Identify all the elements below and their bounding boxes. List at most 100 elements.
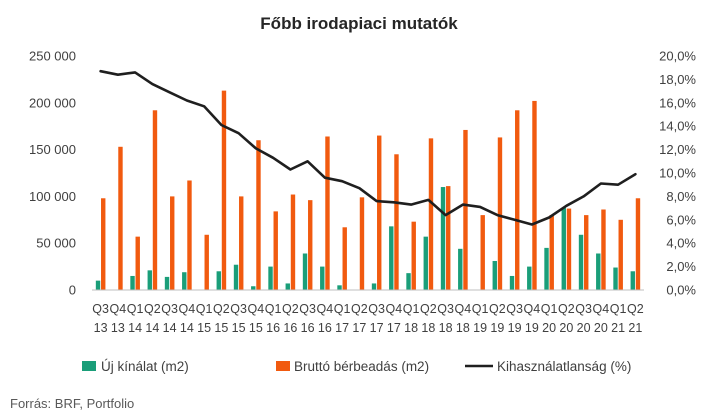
y-right-tick-label: 4,0% [666,236,696,251]
bar-gross-take-up [256,140,261,290]
bar-gross-take-up [549,215,554,290]
bar-gross-take-up [101,198,106,290]
bar-gross-take-up [308,200,313,290]
bar-new-supply [302,253,308,290]
bar-new-supply [544,247,549,290]
legend-swatch-gross-take-up [276,361,290,371]
x-tick-label-quarter: Q4 [524,302,541,316]
vacancy-rate-line [99,69,637,226]
x-tick-label-quarter: Q2 [144,302,161,316]
y-left-tick-label: 200 000 [29,95,76,110]
bar-gross-take-up [135,236,140,290]
x-tick-label-year: 17 [370,321,384,335]
x-tick-label-quarter: Q3 [92,302,109,316]
x-tick-label-quarter: Q2 [558,302,575,316]
y-right-tick-label: 18,0% [659,72,696,87]
x-tick-label-year: 16 [266,321,280,335]
bar-gross-take-up [411,221,416,290]
x-tick-label-quarter: Q3 [299,302,316,316]
bar-gross-take-up [204,234,209,290]
x-tick-label-quarter: Q1 [403,302,420,316]
bar-gross-take-up [170,196,175,290]
bar-new-supply [406,273,411,290]
bar-gross-take-up [290,194,296,290]
bar-new-supply [527,266,532,290]
y-left-tick-label: 150 000 [29,142,76,157]
x-tick-label-quarter: Q4 [455,302,472,316]
x-tick-label-year: 15 [197,321,211,335]
x-tick-label-quarter: Q4 [248,302,265,316]
x-tick-label-quarter: Q4 [593,302,610,316]
y-right-tick-label: 10,0% [659,166,696,181]
bar-gross-take-up [428,138,434,290]
bar-new-supply [251,286,256,290]
x-tick-label-quarter: Q2 [420,302,437,316]
bar-gross-take-up [187,180,192,290]
x-tick-label-quarter: Q1 [265,302,282,316]
bar-gross-take-up [394,154,399,290]
x-tick-label-quarter: Q2 [282,302,299,316]
bar-new-supply [337,285,342,290]
y-left-tick-label: 50 000 [36,236,76,251]
x-tick-label-quarter: Q3 [575,302,592,316]
x-tick-label-year: 14 [128,321,142,335]
bar-new-supply [440,187,446,290]
x-tick-label-year: 15 [214,321,228,335]
y-left-tick-label: 250 000 [29,49,76,64]
x-tick-label-year: 15 [232,321,246,335]
x-tick-label-quarter: Q4 [110,302,127,316]
bar-new-supply [216,271,221,290]
bar-gross-take-up [463,129,468,290]
x-tick-label-quarter: Q4 [317,302,334,316]
x-tick-label-quarter: Q2 [351,302,368,316]
x-tick-label-year: 13 [111,321,125,335]
x-tick-label-quarter: Q4 [386,302,403,316]
bar-new-supply [458,248,463,290]
vacancy-line [99,69,637,226]
bar-gross-take-up [635,198,641,290]
bar-gross-take-up [221,90,227,290]
x-tick-label-year: 17 [387,321,401,335]
x-tick-label-quarter: Q2 [213,302,230,316]
legend: Új kínálat (m2) Bruttó bérbeadás (m2) Kiha… [82,359,631,374]
y-left-tick-label: 100 000 [29,189,76,204]
x-tick-label-year: 20 [594,321,608,335]
bar-gross-take-up [532,100,537,290]
bar-new-supply [285,283,290,290]
bar-new-supply [95,280,101,290]
bar-new-supply [509,275,515,290]
bar-gross-take-up [325,136,330,290]
x-tick-label-year: 16 [283,321,297,335]
bar-gross-take-up [584,215,589,290]
x-tick-label-quarter: Q1 [127,302,144,316]
x-axis: Q313Q413Q114Q214Q314Q414Q115Q215Q315Q415… [92,302,643,335]
x-tick-label-year: 18 [421,321,435,335]
x-tick-label-quarter: Q1 [541,302,558,316]
y-right-tick-label: 8,0% [666,189,696,204]
bar-new-supply [233,264,239,290]
y-left-tick-label: 0 [69,283,76,298]
x-tick-label-year: 15 [249,321,263,335]
bar-gross-take-up [515,110,520,291]
x-tick-label-quarter: Q4 [179,302,196,316]
x-tick-label-year: 17 [352,321,366,335]
x-tick-label-quarter: Q3 [230,302,247,316]
bar-gross-take-up [152,110,158,291]
bar-new-supply [492,260,497,290]
x-tick-label-quarter: Q3 [506,302,523,316]
bar-gross-take-up [446,186,451,290]
bar-gross-take-up [566,208,572,290]
legend-label-vacancy: Kihasználatlanság (%) [497,359,631,374]
x-tick-label-quarter: Q3 [437,302,454,316]
bar-new-supply [164,276,170,290]
bar-gross-take-up [480,215,485,290]
x-tick-label-quarter: Q3 [161,302,178,316]
y-right-tick-label: 14,0% [659,119,696,134]
bar-gross-take-up [273,211,278,290]
x-tick-label-year: 19 [473,321,487,335]
legend-label-new-supply: Új kínálat (m2) [101,359,189,374]
y-right-tick-label: 6,0% [666,212,696,227]
x-tick-label-year: 19 [525,321,539,335]
x-tick-label-year: 14 [145,321,159,335]
y-right-tick-label: 12,0% [659,142,696,157]
